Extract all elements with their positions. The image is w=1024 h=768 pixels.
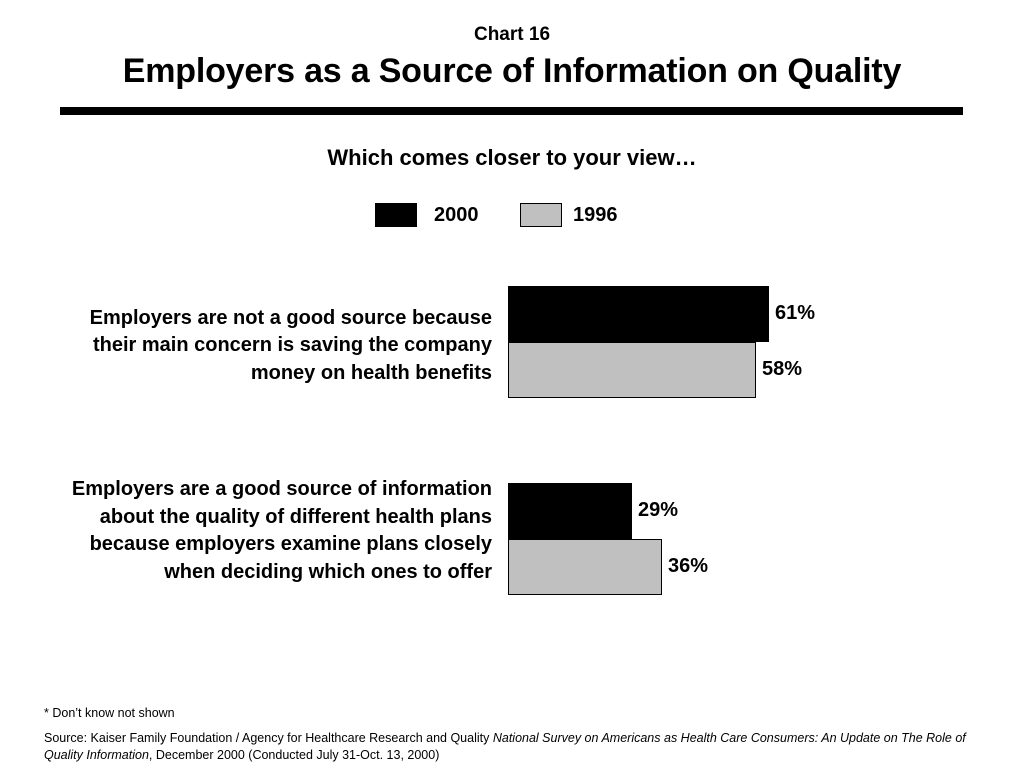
value-label-1996-2: 36% — [668, 555, 709, 577]
source-note: Source: Kaiser Family Foundation / Agenc… — [44, 730, 974, 764]
bar-1996-2 — [508, 539, 662, 595]
source-prefix: Source: Kaiser Family Foundation / Agenc… — [44, 731, 493, 745]
bar-1996-1 — [508, 342, 756, 398]
category-label-1: Employers are not a good source because t… — [90, 305, 492, 388]
legend-label-1996: 1996 — [573, 204, 618, 226]
legend-swatch-1996 — [520, 203, 562, 227]
footnote: * Don’t know not shown — [44, 706, 175, 720]
category-label-line: Employers are not a good source because — [89, 306, 492, 329]
legend-label-2000: 2000 — [434, 204, 479, 226]
category-label-2: Employers are a good source of informati… — [72, 476, 492, 586]
category-label-line: Employers are a good source of informati… — [71, 478, 492, 500]
category-label-line: their main concern is saving the company — [92, 334, 492, 357]
question-subtitle: Which comes closer to your view… — [327, 145, 697, 170]
value-label-2000-1: 61% — [775, 302, 816, 324]
bar-2000-1 — [508, 286, 769, 342]
source-title: National Survey on Americans as Health C… — [44, 731, 966, 762]
source-suffix: , December 2000 (Conducted July 31-Oct. … — [148, 748, 440, 762]
title-rule — [60, 107, 963, 115]
category-label-line: when deciding which ones to offer — [164, 560, 492, 583]
value-label-1996-1: 58% — [762, 358, 803, 380]
value-label-2000-2: 29% — [638, 499, 679, 521]
legend-swatch-2000 — [375, 203, 417, 227]
bar-2000-2 — [508, 483, 632, 539]
category-label-line: about the quality of different health pl… — [99, 505, 492, 528]
category-label-line: because employers examine plans closely — [89, 533, 492, 555]
chart-number: Chart 16 — [473, 24, 551, 45]
category-label-line: money on health benefits — [250, 361, 492, 384]
chart-title: Employers as a Source of Information on … — [122, 52, 902, 90]
